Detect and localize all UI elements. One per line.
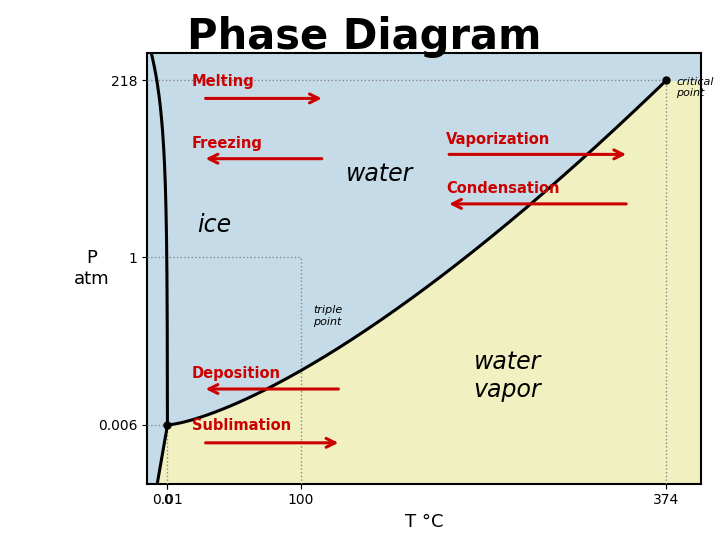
Text: critical
point: critical point [676, 77, 713, 98]
Polygon shape [151, 53, 701, 425]
X-axis label: T °C: T °C [405, 513, 443, 531]
Text: Freezing: Freezing [191, 136, 263, 151]
Text: Melting: Melting [191, 74, 255, 88]
Text: ice: ice [197, 213, 231, 238]
Text: water: water [347, 162, 414, 186]
Text: Vaporization: Vaporization [446, 132, 550, 147]
Polygon shape [148, 53, 167, 540]
Text: water
vapor: water vapor [473, 350, 541, 402]
Text: Deposition: Deposition [191, 366, 281, 382]
Text: Phase Diagram: Phase Diagram [187, 16, 541, 58]
Polygon shape [148, 80, 701, 540]
Text: Condensation: Condensation [446, 181, 560, 197]
Text: triple
point: triple point [314, 305, 343, 327]
Text: Sublimation: Sublimation [191, 418, 291, 433]
Text: P
atm: P atm [74, 249, 110, 288]
